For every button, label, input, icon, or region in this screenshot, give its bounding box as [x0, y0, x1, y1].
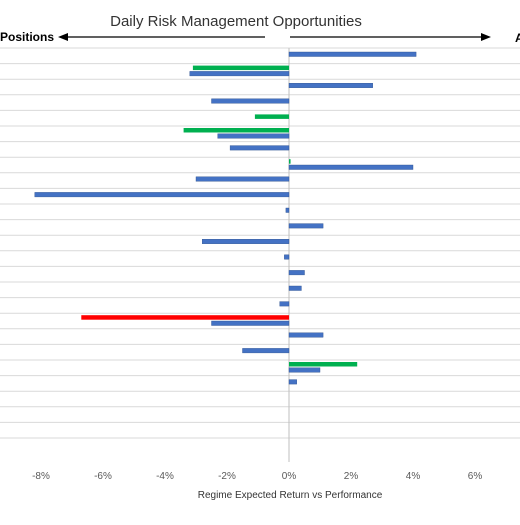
x-tick-label: -2% [218, 471, 236, 482]
bar-blue [211, 320, 290, 326]
bar-blue [288, 332, 324, 338]
x-tick-label: -6% [94, 471, 112, 482]
right-arrow-icon [481, 33, 491, 41]
bar-red [81, 315, 289, 320]
bar-green [183, 128, 289, 133]
x-tick-labels: -8% -6% -4% -2% 0% 2% 4% 6% [32, 471, 482, 482]
bar-blue [201, 238, 290, 244]
bar-blue [288, 367, 321, 373]
bar-blue [288, 285, 302, 291]
bar-green [254, 114, 289, 119]
bar-blue [288, 82, 373, 88]
x-tick-label: 4% [406, 471, 421, 482]
bar-blue [284, 254, 290, 260]
bar-blue [288, 379, 297, 385]
bar-blue [285, 207, 290, 213]
x-tick-label: -8% [32, 471, 50, 482]
gridlines [0, 47, 520, 439]
bar-blue [288, 223, 324, 229]
bar-green [289, 362, 358, 367]
x-tick-label: 0% [282, 471, 297, 482]
bar-blue [189, 71, 290, 77]
bars [34, 51, 417, 385]
bar-blue [279, 301, 290, 307]
x-tick-label: 2% [344, 471, 359, 482]
bar-blue [217, 133, 290, 139]
bar-blue [288, 51, 417, 57]
left-header: Positions [0, 30, 54, 44]
bar-blue [34, 192, 290, 198]
bar-blue [288, 270, 305, 276]
x-axis-title: Regime Expected Return vs Performance [198, 490, 383, 501]
x-tick-label: -4% [156, 471, 174, 482]
chart-title: Daily Risk Management Opportunities [110, 13, 362, 30]
bar-green [192, 65, 289, 71]
right-header: A [515, 31, 520, 45]
bar-green [289, 159, 291, 164]
bar-blue [288, 164, 414, 170]
bar-blue [195, 176, 290, 182]
bar-blue [229, 145, 290, 151]
left-arrow-icon [58, 33, 68, 41]
x-tick-label: 6% [468, 471, 483, 482]
bar-blue [211, 98, 290, 104]
bar-blue [242, 348, 290, 354]
